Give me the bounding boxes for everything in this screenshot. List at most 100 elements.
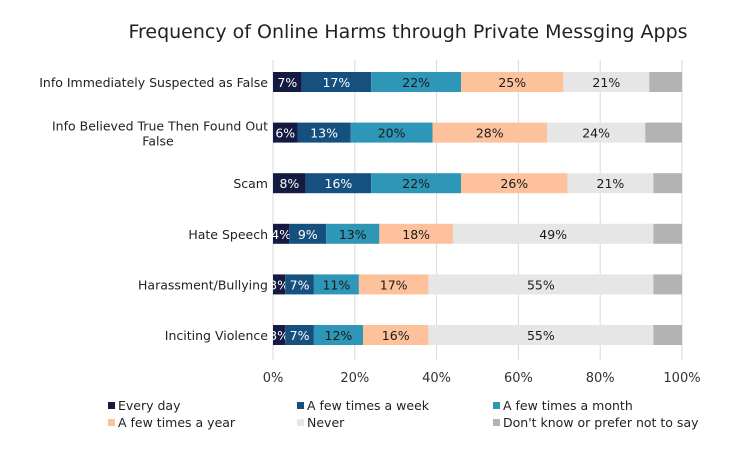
- bar-segment: [273, 122, 298, 143]
- bar-segment: [653, 223, 682, 244]
- bar-segment: [350, 122, 433, 143]
- bar-segment: [305, 173, 372, 194]
- data-label: 12%: [325, 328, 353, 343]
- category-label: Info Believed True Then Found Out: [52, 119, 268, 134]
- bar-segment: [273, 325, 286, 345]
- bar-segment: [285, 325, 314, 345]
- bar-segment: [567, 173, 654, 194]
- category-label: Hate Speech: [188, 227, 268, 242]
- bar-segment: [452, 223, 654, 244]
- category-label: Scam: [233, 176, 268, 191]
- bar-segment: [313, 274, 359, 295]
- category-label: Info Immediately Suspected as False: [39, 75, 268, 90]
- bar-segment: [379, 223, 453, 244]
- legend-item: Every day: [108, 398, 181, 413]
- bar-segment: [653, 274, 682, 295]
- legend-swatch: [297, 402, 304, 409]
- legend-item: A few times a year: [108, 415, 236, 430]
- category-label: Inciting Violence: [165, 328, 269, 343]
- bar-segment: [273, 173, 306, 194]
- x-tick-label: 60%: [504, 371, 533, 386]
- legend-swatch: [493, 419, 500, 426]
- bar-segment: [428, 325, 654, 345]
- legend-item: Never: [297, 415, 345, 430]
- category-label: Harassment/Bullying: [138, 277, 268, 292]
- bar-segment: [645, 122, 682, 143]
- data-label: 11%: [322, 277, 350, 292]
- legend-label: A few times a week: [307, 398, 430, 413]
- data-label: 20%: [378, 126, 406, 141]
- bar-segment: [653, 173, 682, 194]
- data-label: 7%: [290, 328, 310, 343]
- legend-label: Don't know or prefer not to say: [503, 415, 699, 430]
- data-label: 55%: [527, 277, 555, 292]
- x-tick-label: 0%: [263, 371, 284, 386]
- bar-segment: [289, 223, 327, 244]
- legend-swatch: [493, 402, 500, 409]
- x-tick-label: 80%: [586, 371, 615, 386]
- bars: 7% 17% 22% 25% 21% 6% 13% 20% 28% 24% 8% 16% 22% 26% 2…: [269, 72, 682, 345]
- data-label: 55%: [527, 328, 555, 343]
- legend-label: Never: [307, 415, 345, 430]
- legend-item: A few times a month: [493, 398, 633, 413]
- gridlines: [272, 60, 683, 360]
- bar-segment: [371, 173, 462, 194]
- bar-segment: [428, 274, 654, 295]
- legend-item: A few times a week: [297, 398, 430, 413]
- bar-segment: [653, 325, 682, 345]
- data-label: 7%: [277, 75, 297, 90]
- data-label: 21%: [597, 176, 625, 191]
- legend-label: A few times a year: [118, 415, 236, 430]
- bar-segment: [285, 274, 314, 295]
- data-label: 4%: [271, 227, 291, 242]
- bar-segment: [358, 274, 429, 295]
- legend-label: Every day: [118, 398, 181, 413]
- data-label: 8%: [279, 176, 299, 191]
- legend-swatch: [108, 402, 115, 409]
- data-label: 13%: [339, 227, 367, 242]
- data-label: 28%: [476, 126, 504, 141]
- bar-segment: [362, 325, 429, 345]
- x-axis-ticks: 0% 20% 40% 60% 80% 100%: [263, 371, 701, 386]
- legend-swatch: [297, 419, 304, 426]
- data-label: 7%: [290, 277, 310, 292]
- data-label: 9%: [298, 227, 318, 242]
- data-label: 22%: [402, 176, 430, 191]
- bar-segment: [432, 122, 548, 143]
- bar-segment: [461, 72, 564, 92]
- chart-title: Frequency of Online Harms through Privat…: [128, 21, 687, 43]
- bar-segment: [297, 122, 351, 143]
- x-tick-label: 100%: [663, 371, 700, 386]
- data-label: 22%: [402, 75, 430, 90]
- data-label: 26%: [500, 176, 528, 191]
- data-label: 13%: [310, 126, 338, 141]
- bar-segment: [313, 325, 363, 345]
- bar-segment: [273, 72, 302, 92]
- category-labels: Info Immediately Suspected as False Info …: [39, 75, 268, 343]
- bar-segment: [371, 72, 462, 92]
- legend-item: Don't know or prefer not to say: [493, 415, 699, 430]
- bar-segment: [563, 72, 650, 92]
- bar-segment: [273, 274, 286, 295]
- data-label: 16%: [325, 176, 353, 191]
- x-tick-label: 40%: [422, 371, 451, 386]
- data-label: 3%: [269, 277, 289, 292]
- bar-segment: [461, 173, 568, 194]
- bar-segment: [301, 72, 372, 92]
- legend-swatch: [108, 419, 115, 426]
- data-label: 21%: [592, 75, 620, 90]
- legend: Every day A few times a week A few times a…: [108, 398, 699, 430]
- bar-segment: [326, 223, 380, 244]
- data-label: 3%: [269, 328, 289, 343]
- category-label: False: [142, 134, 174, 149]
- bar-segment: [273, 223, 290, 244]
- bar-segment: [649, 72, 682, 92]
- data-label: 17%: [380, 277, 408, 292]
- data-label: 18%: [402, 227, 430, 242]
- data-label: 49%: [539, 227, 567, 242]
- data-label: 24%: [582, 126, 610, 141]
- bar-segment: [547, 122, 646, 143]
- data-label: 17%: [322, 75, 350, 90]
- data-label: 6%: [275, 126, 295, 141]
